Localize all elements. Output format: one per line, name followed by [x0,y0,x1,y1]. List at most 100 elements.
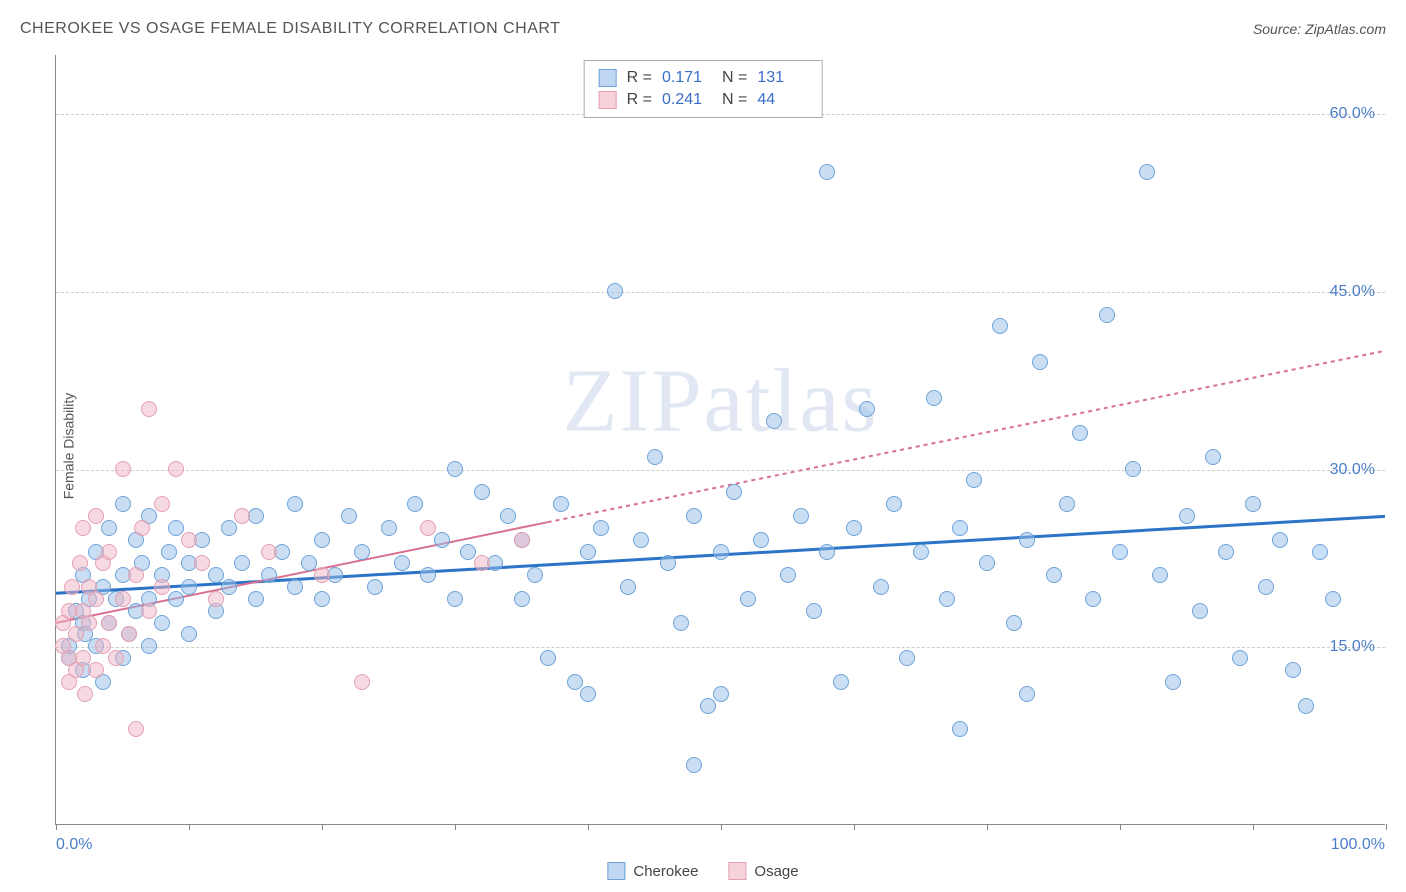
scatter-point [88,508,104,524]
scatter-point [686,757,702,773]
scatter-point [886,496,902,512]
scatter-point [434,532,450,548]
legend-label: Cherokee [633,863,698,880]
watermark-text: ZIPatlas [563,350,879,453]
scatter-point [966,472,982,488]
scatter-point [780,567,796,583]
grid-line [56,647,1385,648]
scatter-point [354,544,370,560]
legend-label: Osage [754,863,798,880]
scatter-point [873,579,889,595]
x-tick [588,824,589,830]
scatter-point [447,461,463,477]
scatter-point [420,567,436,583]
osage-r-value: 0.241 [662,91,712,109]
cherokee-n-value: 131 [757,69,807,87]
scatter-point [394,555,410,571]
y-tick-label: 45.0% [1330,283,1375,301]
scatter-point [115,461,131,477]
scatter-point [407,496,423,512]
plot-area: ZIPatlas 15.0%30.0%45.0%60.0%0.0%100.0% [55,55,1385,825]
x-tick [987,824,988,830]
scatter-point [128,567,144,583]
scatter-point [75,650,91,666]
x-tick [1386,824,1387,830]
scatter-point [108,650,124,666]
stats-row-cherokee: R = 0.171 N = 131 [599,67,808,89]
cherokee-r-value: 0.171 [662,69,712,87]
scatter-point [287,496,303,512]
scatter-point [1165,674,1181,690]
scatter-point [806,603,822,619]
osage-swatch-icon [728,862,746,880]
r-label: R = [627,69,652,87]
scatter-point [833,674,849,690]
scatter-point [740,591,756,607]
scatter-point [527,567,543,583]
scatter-point [846,520,862,536]
x-tick [721,824,722,830]
scatter-point [633,532,649,548]
scatter-point [194,555,210,571]
scatter-point [168,520,184,536]
scatter-point [287,579,303,595]
x-tick [854,824,855,830]
scatter-point [101,544,117,560]
scatter-point [248,591,264,607]
scatter-point [88,591,104,607]
scatter-point [314,532,330,548]
scatter-point [154,579,170,595]
scatter-point [913,544,929,560]
scatter-point [75,520,91,536]
scatter-point [753,532,769,548]
scatter-point [261,544,277,560]
scatter-point [1152,567,1168,583]
x-tick [56,824,57,830]
scatter-point [420,520,436,536]
scatter-point [647,449,663,465]
y-tick-label: 60.0% [1330,105,1375,123]
r-label: R = [627,91,652,109]
legend-item-osage: Osage [728,862,798,880]
scatter-point [952,520,968,536]
scatter-point [1205,449,1221,465]
scatter-point [926,390,942,406]
scatter-point [620,579,636,595]
scatter-point [1006,615,1022,631]
x-tick [455,824,456,830]
scatter-point [1285,662,1301,678]
scatter-point [221,579,237,595]
scatter-point [819,164,835,180]
scatter-point [500,508,516,524]
n-label: N = [722,91,747,109]
scatter-point [354,674,370,690]
scatter-point [673,615,689,631]
scatter-point [208,591,224,607]
scatter-point [115,496,131,512]
scatter-point [899,650,915,666]
scatter-point [154,496,170,512]
scatter-point [141,638,157,654]
scatter-point [1085,591,1101,607]
cherokee-swatch-icon [599,69,617,87]
scatter-point [726,484,742,500]
scatter-point [181,579,197,595]
scatter-point [540,650,556,666]
scatter-point [314,591,330,607]
grid-line [56,292,1385,293]
scatter-point [77,686,93,702]
scatter-point [1232,650,1248,666]
stats-row-osage: R = 0.241 N = 44 [599,89,808,111]
osage-swatch-icon [599,91,617,109]
scatter-point [121,626,137,642]
scatter-point [1072,425,1088,441]
scatter-point [660,555,676,571]
stats-legend: R = 0.171 N = 131 R = 0.241 N = 44 [584,60,823,118]
scatter-point [101,615,117,631]
chart-title: CHEROKEE VS OSAGE FEMALE DISABILITY CORR… [20,20,560,38]
scatter-point [686,508,702,524]
scatter-point [161,544,177,560]
scatter-point [700,698,716,714]
scatter-point [1325,591,1341,607]
n-label: N = [722,69,747,87]
